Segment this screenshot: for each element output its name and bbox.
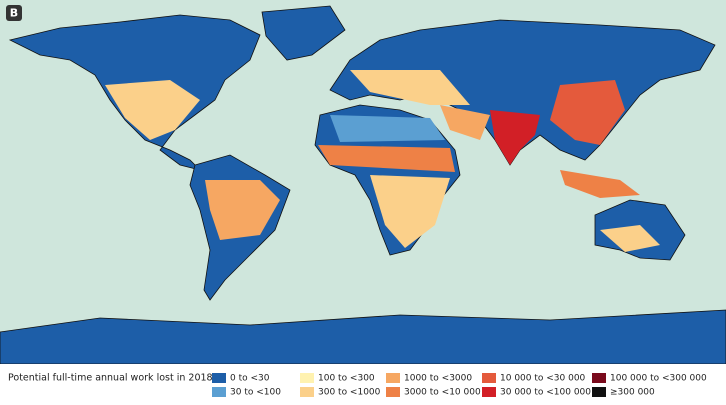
legend-label: 100 to <300 bbox=[318, 374, 375, 384]
legend-label: ≥300 000 bbox=[610, 388, 655, 398]
legend-panel bbox=[0, 364, 726, 405]
legend-label: 300 to <1000 bbox=[318, 388, 381, 398]
legend-swatch bbox=[212, 373, 226, 383]
panel-badge bbox=[6, 5, 22, 21]
antarctica bbox=[0, 309, 726, 365]
legend: 0 to <30 30 to <100 100 to <300 300 to <100… bbox=[212, 373, 707, 398]
legend-title: Potential full-time annual work lost in … bbox=[8, 373, 213, 384]
region-fill bbox=[105, 80, 200, 140]
legend-label: 30 000 to <100 000 bbox=[500, 388, 591, 398]
legend-swatch bbox=[300, 387, 314, 397]
legend-swatch bbox=[592, 387, 606, 397]
region-fill bbox=[205, 180, 280, 240]
region-fill bbox=[330, 115, 445, 142]
legend-swatch bbox=[300, 373, 314, 383]
region-fill bbox=[600, 225, 660, 252]
legend-label: 0 to <30 bbox=[230, 374, 270, 384]
greenland bbox=[261, 5, 346, 61]
heat-overlay bbox=[105, 70, 660, 252]
legend-swatch bbox=[482, 387, 496, 397]
region-fill bbox=[490, 110, 540, 165]
legend-swatch bbox=[386, 387, 400, 397]
legend-swatch bbox=[386, 373, 400, 383]
legend-swatch bbox=[212, 387, 226, 397]
legend-label: 100 000 to <300 000 bbox=[610, 374, 707, 384]
region-fill bbox=[440, 105, 490, 140]
legend-label: 30 to <100 bbox=[230, 388, 281, 398]
legend-label: 1000 to <3000 bbox=[404, 374, 472, 384]
region-fill bbox=[560, 170, 640, 198]
legend-swatch bbox=[592, 373, 606, 383]
region-fill bbox=[550, 80, 625, 145]
legend-label: 10 000 to <30 000 bbox=[500, 374, 586, 384]
region-fill bbox=[318, 145, 455, 172]
legend-swatch bbox=[482, 373, 496, 383]
region-fill bbox=[370, 175, 450, 248]
legend-label: 3000 to <10 000 bbox=[404, 388, 481, 398]
panel-label: B bbox=[10, 7, 18, 20]
region-fill bbox=[350, 70, 470, 105]
